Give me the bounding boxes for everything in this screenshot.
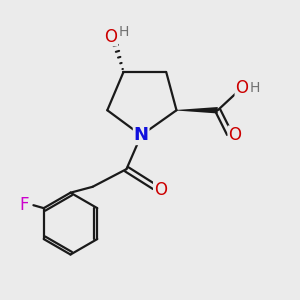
Text: H: H — [249, 81, 260, 95]
Text: F: F — [20, 196, 29, 214]
Text: O: O — [228, 126, 241, 144]
Text: O: O — [104, 28, 117, 46]
Polygon shape — [176, 107, 218, 113]
Text: N: N — [134, 126, 149, 144]
Text: O: O — [154, 181, 167, 199]
Text: O: O — [236, 79, 248, 97]
Text: H: H — [118, 25, 129, 39]
